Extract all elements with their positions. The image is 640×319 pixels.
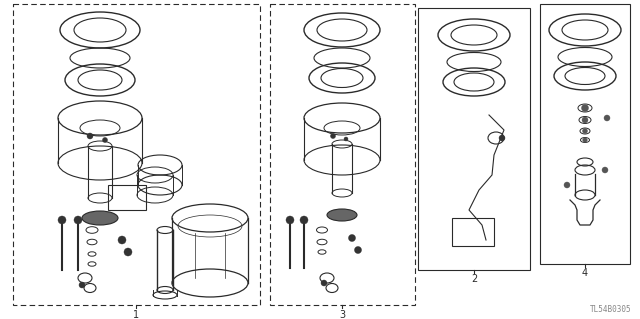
Circle shape: [582, 105, 589, 112]
Circle shape: [604, 115, 610, 121]
Circle shape: [344, 137, 348, 141]
Circle shape: [79, 282, 85, 288]
Circle shape: [499, 135, 505, 141]
Circle shape: [74, 216, 82, 224]
Circle shape: [87, 133, 93, 139]
Circle shape: [602, 167, 608, 173]
Circle shape: [300, 216, 308, 224]
Circle shape: [58, 216, 66, 224]
Circle shape: [355, 247, 362, 254]
Text: 1: 1: [133, 310, 139, 319]
Circle shape: [582, 117, 588, 123]
Text: TL54B0305: TL54B0305: [590, 306, 632, 315]
Circle shape: [582, 129, 588, 133]
Circle shape: [286, 216, 294, 224]
Bar: [108, 185, 146, 210]
Bar: [270, 4, 415, 305]
Circle shape: [564, 182, 570, 188]
Ellipse shape: [82, 211, 118, 225]
Circle shape: [349, 234, 355, 241]
Bar: [540, 4, 630, 264]
Bar: [452, 218, 494, 246]
Bar: [418, 8, 530, 270]
Text: 3: 3: [339, 310, 345, 319]
Circle shape: [102, 137, 108, 143]
Circle shape: [583, 138, 588, 142]
Circle shape: [118, 236, 126, 244]
Ellipse shape: [327, 209, 357, 221]
Circle shape: [321, 280, 327, 286]
Text: 2: 2: [471, 274, 477, 284]
Circle shape: [124, 248, 132, 256]
Bar: [13, 4, 260, 305]
Circle shape: [330, 133, 335, 138]
Text: 4: 4: [582, 268, 588, 278]
